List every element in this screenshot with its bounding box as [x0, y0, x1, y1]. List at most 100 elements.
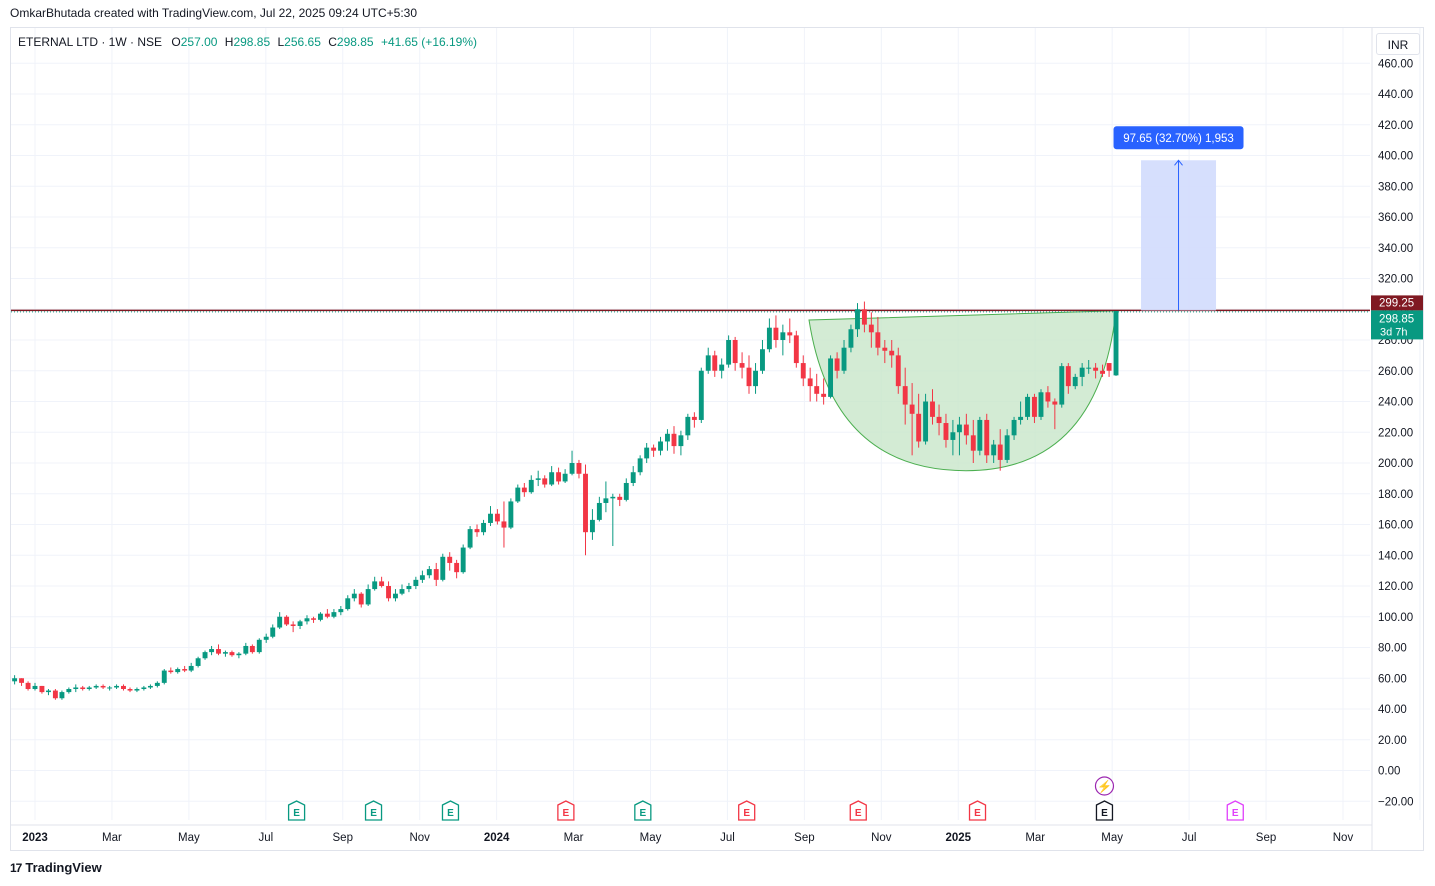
- candle-down: [671, 433, 677, 447]
- candle-down: [583, 473, 588, 533]
- candle-up: [1004, 435, 1010, 460]
- candle-up: [331, 612, 337, 617]
- earnings-event-icon: [968, 800, 987, 821]
- candle-down: [739, 363, 745, 368]
- candle-up: [481, 522, 487, 533]
- price-tick-label: 360.00: [1378, 212, 1413, 224]
- candle-down: [807, 378, 813, 387]
- price-tick-label: 200.00: [1378, 458, 1413, 470]
- earnings-event-icon: [634, 800, 652, 821]
- earnings-event-glyph: E: [974, 808, 981, 819]
- candle-down: [52, 690, 58, 699]
- candle-up: [855, 309, 860, 330]
- tradingview-footer[interactable]: 17 TradingView: [10, 860, 102, 875]
- candle-down: [882, 347, 888, 351]
- candle-up: [664, 433, 670, 442]
- candle-up: [66, 689, 72, 693]
- candle-up: [154, 682, 160, 686]
- candle-up: [766, 327, 772, 350]
- price-tick-label: 380.00: [1378, 181, 1413, 193]
- candle-down: [311, 618, 316, 620]
- candle-down: [100, 685, 106, 688]
- candle-up: [93, 685, 99, 688]
- candle-up: [32, 685, 38, 690]
- candle-up: [209, 649, 215, 653]
- candle-down: [895, 355, 901, 387]
- candle-down: [168, 670, 174, 673]
- candle-up: [1086, 367, 1092, 369]
- candle-down: [617, 496, 623, 500]
- candles: [12, 301, 1119, 700]
- candle-down: [943, 423, 949, 440]
- candle-up: [977, 419, 983, 451]
- symbol-label[interactable]: ETERNAL LTD · 1W · NSE: [18, 35, 163, 49]
- candle-up: [726, 340, 732, 365]
- candle-down: [1100, 370, 1105, 374]
- earnings-event-icon: [1095, 800, 1114, 821]
- candle-down: [284, 616, 290, 625]
- candle-up: [175, 669, 181, 673]
- candle-down: [821, 393, 827, 397]
- candle-up: [46, 690, 51, 693]
- time-tick-label: 2025: [945, 832, 971, 844]
- candle-up: [644, 447, 650, 459]
- time-tick-label: Nov: [1333, 832, 1354, 844]
- plot-area: [11, 159, 1370, 700]
- candle-down: [501, 521, 507, 528]
- candle-up: [393, 593, 398, 599]
- candle-up: [202, 652, 208, 659]
- tradingview-brand: TradingView: [25, 860, 102, 875]
- candle-down: [454, 562, 460, 573]
- bar-countdown-label: 3d 7h: [1380, 326, 1408, 338]
- candle-up: [188, 665, 194, 671]
- candle-up: [365, 589, 371, 605]
- candle-up: [236, 653, 242, 656]
- candle-up: [256, 639, 262, 653]
- currency-button[interactable]: INR: [1376, 33, 1420, 55]
- price-tick-label: 420.00: [1378, 120, 1413, 132]
- candle-up: [399, 589, 405, 594]
- candle-up: [841, 347, 847, 371]
- candle-up: [1079, 367, 1085, 377]
- candle-down: [358, 593, 364, 605]
- last-price-badge: [1371, 310, 1423, 340]
- candle-down: [787, 332, 793, 336]
- candle-up: [1011, 419, 1017, 436]
- earnings-event-icon: [1226, 800, 1244, 821]
- time-tick-label: Jul: [720, 832, 735, 844]
- candle-down: [494, 513, 500, 522]
- candle-up: [488, 513, 493, 523]
- candle-up: [515, 487, 521, 502]
- earnings-event-glyph: E: [293, 808, 300, 819]
- cup-pattern-shape: [808, 310, 1117, 472]
- candle-up: [426, 569, 432, 576]
- candle-up: [12, 678, 18, 682]
- candle-up: [161, 670, 167, 683]
- candle-up: [141, 687, 147, 690]
- earnings-event-icon: [287, 800, 306, 821]
- price-tick-label: 440.00: [1378, 89, 1413, 101]
- candle-down: [773, 327, 779, 340]
- candle-down: [182, 669, 188, 671]
- candle-down: [216, 649, 221, 654]
- candle-down: [80, 687, 86, 690]
- tradingview-logo-icon: 17: [10, 860, 22, 875]
- close-label: C: [328, 35, 337, 49]
- candle-up: [678, 435, 684, 447]
- price-tick-label: 400.00: [1378, 151, 1413, 163]
- candle-up: [195, 658, 201, 666]
- price-tick-label: 180.00: [1378, 489, 1413, 501]
- time-tick-label: Sep: [1256, 832, 1276, 844]
- candle-down: [732, 340, 738, 364]
- measure-label: 97.65 (32.70%) 1,953: [1123, 133, 1234, 145]
- time-tick-label: Sep: [794, 832, 814, 844]
- candle-down: [868, 324, 874, 333]
- candle-down: [793, 335, 799, 364]
- candle-down: [1045, 392, 1051, 402]
- candle-up: [753, 370, 758, 387]
- time-tick-label: 2024: [484, 832, 510, 844]
- time-tick-label: May: [1101, 832, 1123, 844]
- candle-up: [1072, 376, 1078, 387]
- high-label: H: [224, 35, 234, 49]
